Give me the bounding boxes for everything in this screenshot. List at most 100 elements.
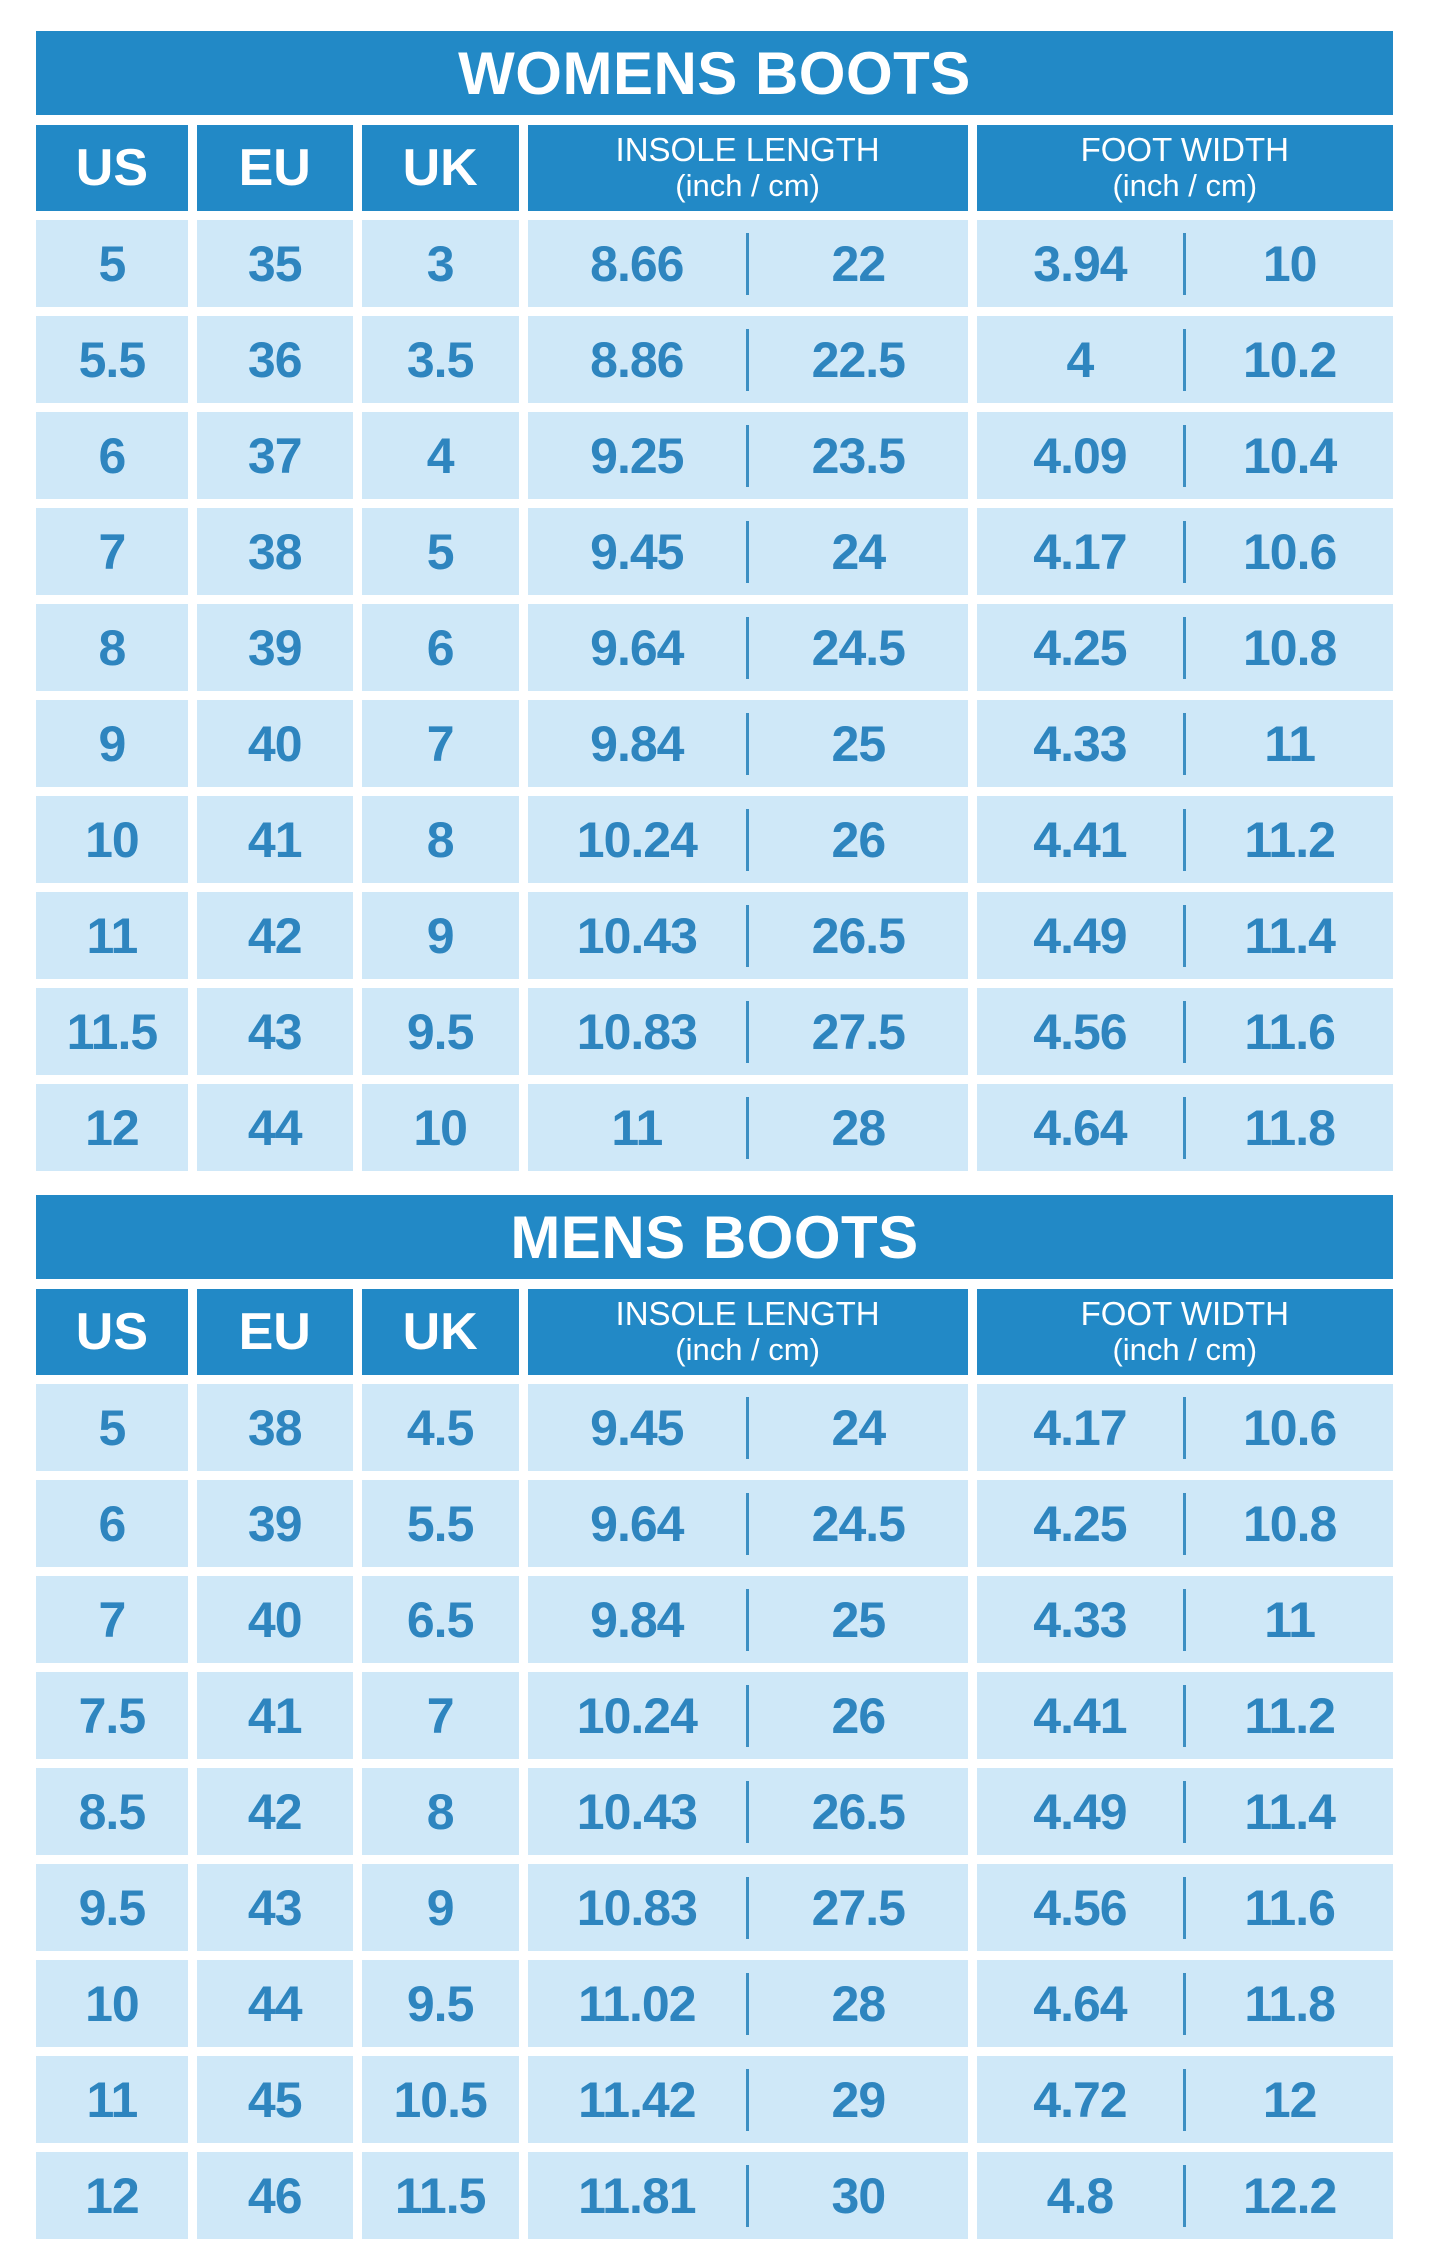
insole-inch-value: 11.81 xyxy=(578,2167,696,2224)
eu-size-cell: 42 xyxy=(196,1768,353,1855)
foot-width-inch-value: 4.8 xyxy=(1046,2167,1115,2224)
divider-line xyxy=(746,1684,750,1747)
column-header-label: INSOLE LENGTH xyxy=(615,1295,880,1333)
table-row: 6 37 4 9.25 23.5 4.09 10.4 xyxy=(36,412,1393,499)
uk-size-cell: 9 xyxy=(361,892,519,979)
foot-width-cell: 4.17 10.6 xyxy=(976,1384,1393,1471)
divider-line xyxy=(1183,520,1187,583)
foot-width-cm-value: 12 xyxy=(1262,2071,1318,2128)
foot-width-cm-value: 11.2 xyxy=(1244,811,1336,868)
uk-size-cell: 7 xyxy=(361,1672,519,1759)
foot-width-inch-value: 4.25 xyxy=(1033,1495,1127,1552)
column-header-label: UK xyxy=(402,1302,478,1361)
insole-length-cell: 9.45 24 xyxy=(527,508,968,595)
foot-width-cell: 4.49 11.4 xyxy=(976,1768,1393,1855)
column-header-us: US xyxy=(36,125,188,211)
us-size-cell: 5.5 xyxy=(36,316,188,403)
table-row: 8 39 6 9.64 24.5 4.25 10.8 xyxy=(36,604,1393,691)
insole-cm-value: 30 xyxy=(831,2167,887,2224)
uk-size-cell: 10.5 xyxy=(361,2056,519,2143)
foot-width-cm-value: 11.2 xyxy=(1244,1687,1336,1744)
eu-size-cell: 46 xyxy=(196,2152,353,2239)
foot-width-inch-value: 4.64 xyxy=(1033,1099,1127,1156)
foot-width-inch-value: 4.41 xyxy=(1033,811,1127,868)
insole-inch-value: 9.25 xyxy=(590,427,684,484)
foot-width-inch-value: 4.25 xyxy=(1033,619,1127,676)
foot-width-inch-value: 4.33 xyxy=(1033,715,1127,772)
foot-width-inch-value: 4.72 xyxy=(1033,2071,1127,2128)
insole-length-cell: 9.64 24.5 xyxy=(527,1480,968,1567)
insole-inch-value: 11 xyxy=(611,1099,663,1156)
column-header-sublabel: (inch / cm) xyxy=(1112,168,1258,204)
insole-inch-value: 10.43 xyxy=(576,907,698,964)
insole-length-cell: 9.64 24.5 xyxy=(527,604,968,691)
us-size-cell: 5 xyxy=(36,220,188,307)
divider-line xyxy=(1183,712,1187,775)
eu-size-cell: 41 xyxy=(196,796,353,883)
eu-size-cell: 42 xyxy=(196,892,353,979)
foot-width-cm-value: 11.8 xyxy=(1244,1099,1336,1156)
us-size-cell: 11 xyxy=(36,892,188,979)
divider-line xyxy=(1183,1876,1187,1939)
divider-line xyxy=(746,1396,750,1459)
eu-size-cell: 39 xyxy=(196,604,353,691)
insole-cm-value: 29 xyxy=(831,2071,887,2128)
table-row: 6 39 5.5 9.64 24.5 4.25 10.8 xyxy=(36,1480,1393,1567)
divider-line xyxy=(1183,904,1187,967)
foot-width-cell: 4.09 10.4 xyxy=(976,412,1393,499)
eu-size-cell: 37 xyxy=(196,412,353,499)
table-row: 11 42 9 10.43 26.5 4.49 11.4 xyxy=(36,892,1393,979)
table-row: 7 38 5 9.45 24 4.17 10.6 xyxy=(36,508,1393,595)
uk-size-cell: 4 xyxy=(361,412,519,499)
insole-cm-value: 27.5 xyxy=(811,1879,906,1936)
insole-cm-value: 25 xyxy=(831,715,887,772)
foot-width-cell: 4.56 11.6 xyxy=(976,1864,1393,1951)
divider-line xyxy=(746,520,750,583)
foot-width-inch-value: 4.49 xyxy=(1033,1783,1127,1840)
uk-size-cell: 5.5 xyxy=(361,1480,519,1567)
divider-line xyxy=(1183,616,1187,679)
insole-inch-value: 9.45 xyxy=(590,1399,684,1456)
foot-width-cm-value: 11.6 xyxy=(1244,1003,1336,1060)
column-header-foot-width: FOOT WIDTH (inch / cm) xyxy=(976,125,1393,211)
eu-size-cell: 44 xyxy=(196,1084,353,1171)
eu-size-cell: 45 xyxy=(196,2056,353,2143)
divider-line xyxy=(746,808,750,871)
foot-width-cell: 4.25 10.8 xyxy=(976,1480,1393,1567)
insole-length-cell: 11 28 xyxy=(527,1084,968,1171)
insole-inch-value: 9.45 xyxy=(590,523,684,580)
foot-width-cm-value: 11.4 xyxy=(1244,1783,1336,1840)
table-body: 5 35 3 8.66 22 3.94 10 5.5 36 3.5 8.86 22.5 4 10.2 6 37… xyxy=(36,220,1393,1171)
insole-cm-value: 25 xyxy=(831,1591,887,1648)
us-size-cell: 6 xyxy=(36,412,188,499)
eu-size-cell: 35 xyxy=(196,220,353,307)
insole-length-cell: 10.83 27.5 xyxy=(527,1864,968,1951)
column-header-label: US xyxy=(75,138,149,197)
table-row: 10 44 9.5 11.02 28 4.64 11.8 xyxy=(36,1960,1393,2047)
us-size-cell: 7 xyxy=(36,508,188,595)
foot-width-cell: 3.94 10 xyxy=(976,220,1393,307)
uk-size-cell: 6.5 xyxy=(361,1576,519,1663)
eu-size-cell: 40 xyxy=(196,700,353,787)
insole-length-cell: 9.84 25 xyxy=(527,1576,968,1663)
insole-length-cell: 10.43 26.5 xyxy=(527,1768,968,1855)
insole-cm-value: 26 xyxy=(831,811,887,868)
table-title: MENS BOOTS xyxy=(36,1195,1393,1279)
table-row: 7.5 41 7 10.24 26 4.41 11.2 xyxy=(36,1672,1393,1759)
foot-width-cell: 4.64 11.8 xyxy=(976,1084,1393,1171)
foot-width-cm-value: 11 xyxy=(1264,715,1316,772)
insole-cm-value: 24.5 xyxy=(811,619,906,676)
divider-line xyxy=(746,1780,750,1843)
insole-cm-value: 28 xyxy=(831,1099,887,1156)
divider-line xyxy=(1183,424,1187,487)
foot-width-cm-value: 11.4 xyxy=(1244,907,1336,964)
uk-size-cell: 11.5 xyxy=(361,2152,519,2239)
divider-line xyxy=(1183,1588,1187,1651)
uk-size-cell: 6 xyxy=(361,604,519,691)
insole-length-cell: 8.86 22.5 xyxy=(527,316,968,403)
us-size-cell: 10 xyxy=(36,1960,188,2047)
insole-length-cell: 11.02 28 xyxy=(527,1960,968,2047)
divider-line xyxy=(1183,232,1187,295)
divider-line xyxy=(746,904,750,967)
insole-length-cell: 10.43 26.5 xyxy=(527,892,968,979)
